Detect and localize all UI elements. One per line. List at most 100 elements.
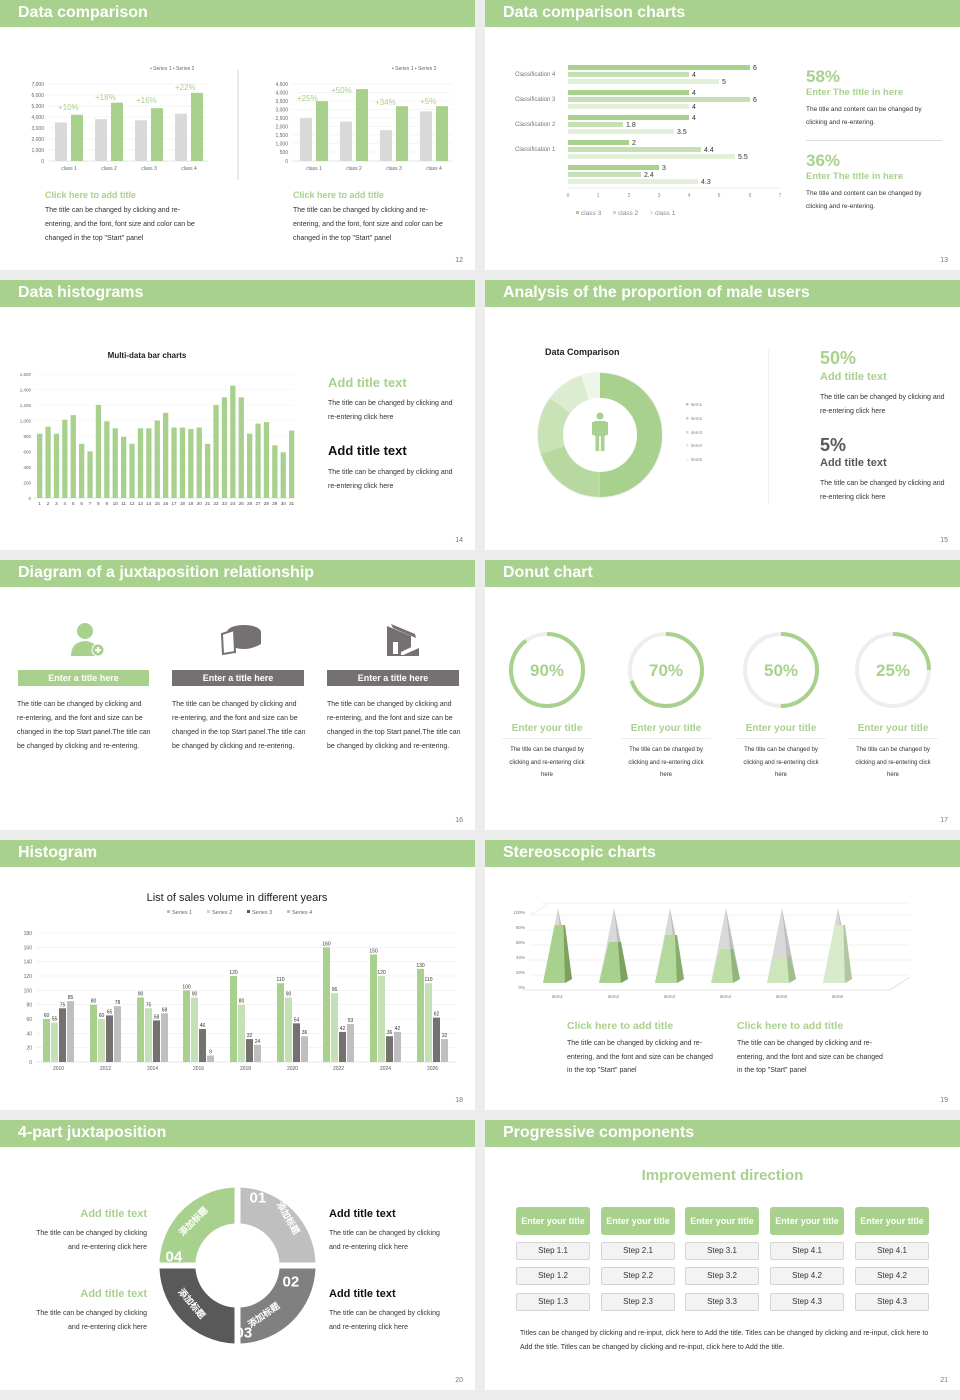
chart-right-title[interactable]: Click here to add title — [293, 190, 385, 200]
bar-chart-left-and-right: ▪ Series 1 ▪ Series 2 7,000 6,000 5,000 4,0… — [31, 66, 452, 180]
male-user-icon — [592, 412, 608, 451]
column-1-title[interactable]: Enter your title — [516, 1207, 590, 1235]
block-1-text[interactable]: The title can be changed by clicking and… — [567, 1040, 713, 1074]
step-1-3[interactable]: Step 1.3 — [516, 1293, 590, 1311]
step-2-2[interactable]: Step 2.2 — [601, 1267, 675, 1285]
stat-1-title[interactable]: Enter The title in here — [806, 87, 904, 98]
svg-text:+16%: +16% — [136, 96, 157, 105]
step-4-2[interactable]: Step 4.2 — [770, 1267, 844, 1285]
block-1-text[interactable]: The title can be changed by clicking and … — [329, 1227, 469, 1255]
slide-21[interactable]: Progressive components Improvement direc… — [485, 1120, 960, 1390]
step-3-3[interactable]: Step 3.3 — [685, 1293, 759, 1311]
step-1-1[interactable]: Step 1.1 — [516, 1242, 590, 1260]
step-5-2[interactable]: Step 4.2 — [855, 1267, 929, 1285]
svg-text:600: 600 — [23, 450, 31, 455]
column-3-title[interactable]: Enter your title — [685, 1207, 759, 1235]
column-2-title[interactable]: Enter your title — [601, 1207, 675, 1235]
step-5-3[interactable]: Step 4.3 — [855, 1293, 929, 1311]
slide-14[interactable]: Data histograms Multi-data bar charts 1,… — [0, 280, 475, 550]
donut-70 — [628, 632, 704, 708]
block-2-text[interactable]: The title can be changed by clicking and … — [329, 1307, 469, 1335]
block-1-text[interactable]: The title can be changed by clicking and… — [328, 400, 453, 421]
donut-3-text[interactable]: The title can be changed by clicking and… — [743, 747, 819, 778]
donut-4-title[interactable]: Enter your title — [848, 723, 938, 739]
step-1-2[interactable]: Step 1.2 — [516, 1267, 590, 1285]
slide-20[interactable]: 4-part juxtaposition 01 02 03 04 添加标题 添加… — [0, 1120, 475, 1390]
stat-2-title[interactable]: Add title text — [820, 457, 887, 469]
svg-text:29: 29 — [272, 501, 278, 506]
column-3-text[interactable]: The title can be changed by clicking and… — [327, 701, 461, 750]
column-1-title-button[interactable]: Enter a title here — [18, 670, 149, 686]
donut-2-text[interactable]: The title can be changed by clicking and… — [628, 747, 704, 778]
slide-16[interactable]: Diagram of a juxtaposition relationship … — [0, 560, 475, 830]
column-2-text[interactable]: The title can be changed by clicking and… — [172, 701, 306, 750]
donut-3-title[interactable]: Enter your title — [736, 723, 826, 739]
slide-17[interactable]: Donut chart 90% 70% 50% 25% Enter your t… — [485, 560, 960, 830]
svg-text:item5: item5 — [776, 994, 788, 999]
block-2-title[interactable]: Click here to add title — [737, 1020, 844, 1032]
slide-15[interactable]: Analysis of the proportion of male users… — [485, 280, 960, 550]
slide-18[interactable]: Histogram List of sales volume in differ… — [0, 840, 475, 1110]
page-number: 13 — [940, 257, 948, 264]
block-2-text[interactable]: The title can be changed by clicking and… — [328, 469, 453, 490]
column-5-title[interactable]: Enter your title — [855, 1207, 929, 1235]
donut-1-text[interactable]: The title can be changed by clicking and… — [509, 747, 585, 778]
step-4-1[interactable]: Step 4.1 — [770, 1242, 844, 1260]
step-5-1[interactable]: Step 4.1 — [855, 1242, 929, 1260]
svg-text:Classification 3: Classification 3 — [515, 97, 556, 103]
multi-data-bar-chart: Multi-data bar charts 1,600 1,400 1,200 1,0… — [20, 351, 295, 506]
svg-text:class 2: class 2 — [346, 166, 362, 172]
step-2-3[interactable]: Step 2.3 — [601, 1293, 675, 1311]
svg-text:15: 15 — [155, 501, 161, 506]
svg-text:item4: item4 — [691, 443, 703, 448]
svg-text:58: 58 — [154, 1014, 160, 1020]
column-4-title[interactable]: Enter your title — [770, 1207, 844, 1235]
footer-text[interactable]: Titles can be changed by clicking and re… — [520, 1330, 929, 1351]
svg-text:1: 1 — [597, 193, 600, 199]
slide-12[interactable]: Data comparison ▪ Series 1 ▪ Series 2 7,… — [0, 0, 475, 270]
svg-text:400: 400 — [23, 465, 31, 470]
svg-text:85: 85 — [68, 995, 74, 1001]
block-2-title[interactable]: Add title text — [329, 1288, 396, 1300]
stat-1-value: 58% — [806, 67, 841, 86]
svg-text:13: 13 — [138, 501, 144, 506]
step-3-2[interactable]: Step 3.2 — [685, 1267, 759, 1285]
chart-right-text[interactable]: The title can be changed by clicking and… — [293, 207, 443, 242]
block-1-title[interactable]: Add title text — [329, 1208, 396, 1220]
stat-1-text[interactable]: The title and content can be changed by … — [806, 106, 922, 126]
step-4-3[interactable]: Step 4.3 — [770, 1293, 844, 1311]
page-number: 17 — [940, 817, 948, 824]
chart-left-text[interactable]: The title can be changed by clicking and… — [45, 207, 195, 242]
stat-2-text[interactable]: The title and content can be changed by … — [806, 190, 922, 210]
block-4-title[interactable]: Add title text — [80, 1208, 147, 1220]
step-2-1[interactable]: Step 2.1 — [601, 1242, 675, 1260]
donut-4-text[interactable]: The title can be changed by clicking and… — [855, 747, 931, 778]
step-3-1[interactable]: Step 3.1 — [685, 1242, 759, 1260]
column-2-title-button[interactable]: Enter a title here — [172, 670, 304, 686]
block-3-text[interactable]: The title can be changed by clicking and … — [10, 1307, 147, 1335]
donut-2-title[interactable]: Enter your title — [621, 723, 711, 739]
svg-text:3: 3 — [55, 501, 58, 506]
stat-1-title[interactable]: Add title text — [820, 371, 887, 383]
svg-text:62: 62 — [434, 1012, 440, 1018]
block-2-title[interactable]: Add title text — [328, 443, 407, 458]
stat-1-text[interactable]: The title can be changed by clicking and… — [820, 394, 945, 415]
block-2-text[interactable]: The title can be changed by clicking and… — [737, 1040, 883, 1074]
block-4-text[interactable]: The title can be changed by clicking and … — [10, 1227, 147, 1255]
stat-2-title[interactable]: Enter The title in here — [806, 171, 904, 182]
svg-text:17: 17 — [171, 501, 177, 506]
block-1-title[interactable]: Add title text — [328, 375, 407, 390]
svg-text:04: 04 — [166, 1249, 183, 1266]
block-3-title[interactable]: Add title text — [80, 1288, 147, 1300]
chart-left-title[interactable]: Click here to add title — [45, 190, 137, 200]
donut-1-title[interactable]: Enter your title — [502, 723, 592, 739]
stat-2-text[interactable]: The title can be changed by clicking and… — [820, 480, 945, 501]
slide-19[interactable]: Stereoscopic charts 100% 80% 60% 40% 20% 0% — [485, 840, 960, 1110]
column-1-text[interactable]: The title can be changed by clicking and… — [17, 701, 151, 750]
svg-text:Data Comparison: Data Comparison — [545, 347, 620, 357]
block-4-text-line2: and re-entering click here — [68, 1244, 147, 1251]
svg-text:6: 6 — [753, 65, 757, 72]
column-3-title-button[interactable]: Enter a title here — [327, 670, 459, 686]
block-1-title[interactable]: Click here to add title — [567, 1020, 674, 1032]
